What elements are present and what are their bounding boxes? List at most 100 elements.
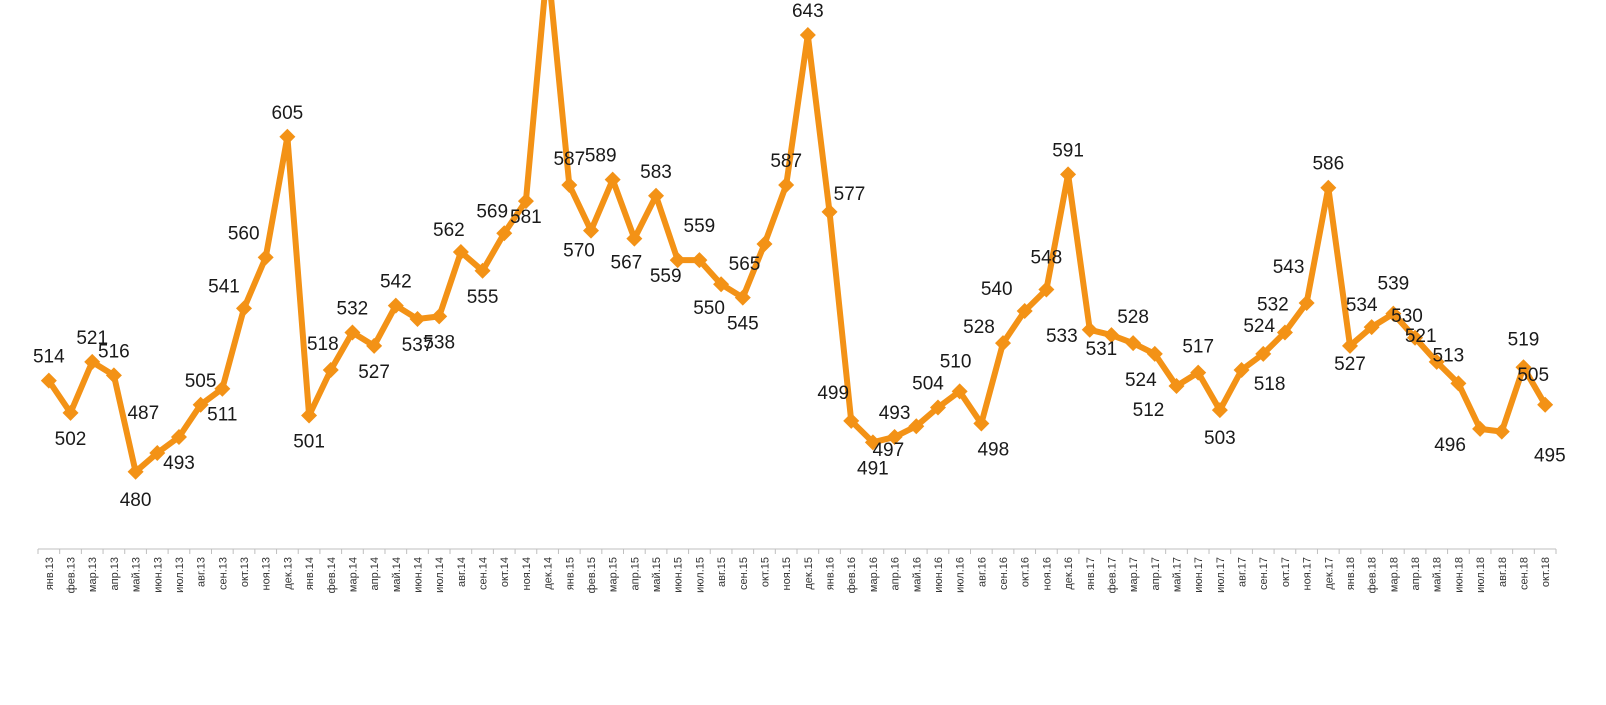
series-line [46,0,1548,475]
data-point-marker [1320,179,1337,196]
data-label: 577 [834,184,866,205]
x-tick-label: июл.13 [174,557,186,593]
x-tick-label: сен.13 [217,557,229,590]
x-tick-label: апр.16 [890,557,902,590]
data-label: 480 [120,490,152,511]
data-point-marker [582,222,599,239]
data-point-marker [257,249,274,266]
data-label: 518 [307,334,339,355]
data-label: 505 [185,371,217,392]
data-label: 531 [1086,339,1118,360]
x-axis-ticks [37,549,1557,554]
data-label: 587 [553,149,585,170]
data-label: 532 [1257,294,1289,315]
data-label: 643 [792,1,824,22]
data-point-marker [1537,396,1554,413]
data-point-marker [322,361,339,378]
data-point-marker [713,276,730,293]
data-point-marker [301,407,318,424]
data-point-marker [1276,324,1293,341]
data-label: 537 [402,335,434,356]
x-tick-label: ноя.16 [1041,557,1053,590]
data-label: 524 [1125,370,1157,391]
data-point-marker [236,300,253,317]
data-label: 542 [380,272,412,293]
data-point-marker [496,225,513,242]
data-point-marker [149,445,166,462]
data-label: 581 [510,207,542,228]
x-tick-label: янв.18 [1345,557,1357,590]
data-point-marker [170,428,187,445]
x-tick-label: июн.14 [413,557,425,593]
x-tick-label: авг.15 [716,557,728,587]
data-label: 503 [1204,428,1236,449]
data-label: 487 [127,403,159,424]
data-label: 491 [857,458,889,479]
data-point-marker [691,252,708,269]
data-point-marker [669,252,686,269]
data-point-marker [105,367,122,384]
data-point-marker [1060,166,1077,183]
x-tick-label: дек.14 [543,557,555,590]
data-point-marker [1081,321,1098,338]
data-label: 519 [1508,329,1540,350]
x-tick-label: июн.18 [1453,557,1465,593]
data-label: 541 [208,276,240,297]
data-label: 510 [940,351,972,372]
data-label: 495 [1534,446,1566,467]
x-tick-label: дек.16 [1063,557,1075,590]
data-point-marker [929,399,946,416]
x-tick-label: июн.17 [1193,557,1205,593]
data-point-marker [1190,364,1207,381]
x-tick-label: июн.16 [933,557,945,593]
x-tick-label: фев.18 [1367,557,1379,593]
x-tick-label: сен.16 [998,557,1010,590]
data-point-marker [1255,345,1272,362]
x-tick-label: авг.17 [1237,557,1249,587]
data-label: 505 [1517,365,1549,386]
data-label: 567 [611,253,643,274]
x-tick-label: янв.16 [825,557,837,590]
data-point-marker [344,324,361,341]
data-label: 559 [684,216,716,237]
data-point-marker [604,171,621,188]
data-label: 570 [563,241,595,262]
data-point-marker [474,262,491,279]
data-point-marker [192,396,209,413]
series-markers [40,26,1554,480]
data-label: 555 [467,287,499,308]
data-point-marker [214,380,231,397]
data-point-marker [1407,329,1424,346]
data-label: 533 [1046,326,1078,347]
x-tick-label: окт.14 [499,557,511,587]
x-tick-label: апр.15 [629,557,641,590]
data-label: 560 [228,223,260,244]
data-label: 511 [207,405,237,426]
data-point-marker [756,236,773,252]
data-label: 518 [1254,374,1286,395]
data-point-marker [452,244,469,261]
data-label: 516 [98,341,130,362]
x-tick-label: авг.16 [976,557,988,587]
data-label: 565 [729,254,761,275]
data-point-marker [995,335,1012,352]
x-tick-label: дек.17 [1323,557,1335,590]
data-label: 521 [1405,326,1437,347]
data-labels: 5145025215164804874935055115415606055015… [33,1,1566,511]
data-point-marker [1038,281,1055,298]
data-point-marker [1428,353,1445,370]
data-label: 540 [981,279,1013,300]
x-tick-label: янв.15 [564,557,576,590]
data-label: 493 [163,453,195,474]
data-point-marker [1125,335,1142,352]
data-point-marker [1233,361,1250,378]
x-tick-label: июл.18 [1475,557,1487,593]
data-point-marker [843,412,860,429]
data-point-marker [734,289,751,306]
data-label: 527 [358,362,390,383]
data-point-marker [1168,378,1185,395]
x-tick-label: ноя.15 [781,557,793,590]
x-tick-label: мар.15 [608,557,620,592]
x-tick-label: окт.15 [759,557,771,587]
